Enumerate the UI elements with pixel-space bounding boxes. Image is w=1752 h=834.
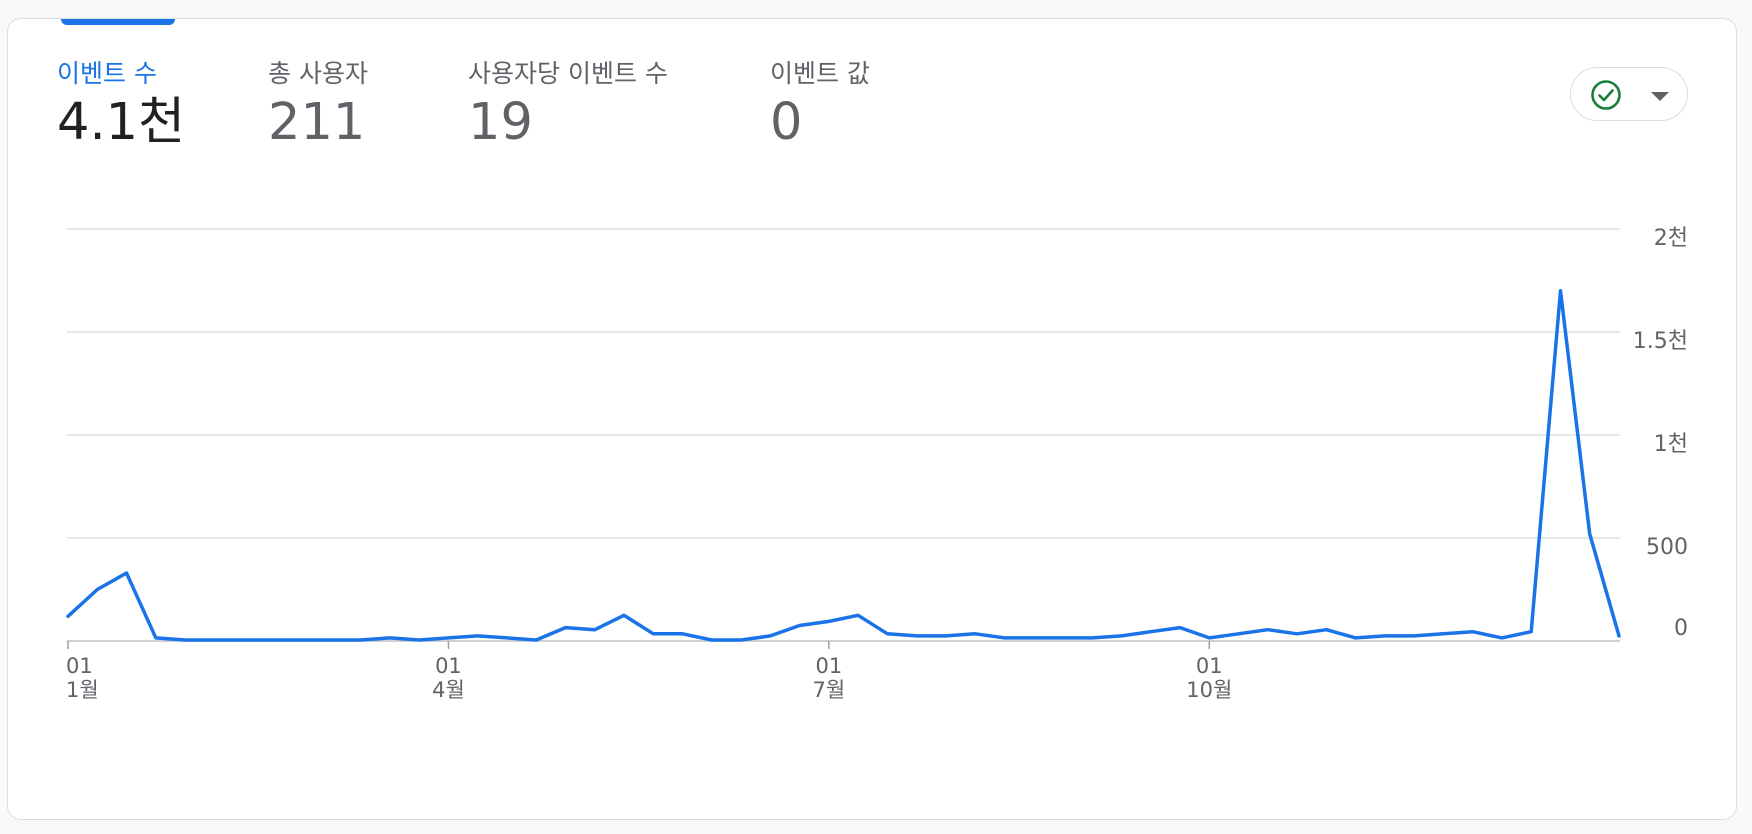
x-tick-month: 4월: [432, 678, 465, 702]
x-tick-day: 01: [1196, 654, 1223, 678]
y-tick-label: 0: [1674, 616, 1688, 641]
caret-down-icon: [1651, 92, 1669, 101]
metric-value-event-value: 0: [770, 93, 803, 152]
events-card: 이벤트 수 4.1천 총 사용자 211 사용자당 이벤트 수 19 이벤트 값…: [7, 18, 1737, 820]
metric-tab-event-count[interactable]: 이벤트 수 4.1천: [57, 59, 185, 151]
metric-label-events-per-user: 사용자당 이벤트 수: [468, 59, 668, 88]
x-tick-month: 1월: [66, 678, 99, 702]
x-tick-day: 01: [435, 654, 462, 678]
active-tab-indicator: [61, 19, 175, 25]
x-tick-month: 7월: [813, 678, 846, 702]
y-tick-label: 2천: [1654, 226, 1688, 251]
x-tick-day: 01: [66, 654, 93, 678]
y-tick-label: 1천: [1654, 432, 1688, 457]
series-line: [66, 289, 1621, 642]
metric-tab-total-users[interactable]: 총 사용자 211: [268, 59, 368, 151]
metric-label-total-users: 총 사용자: [268, 59, 368, 88]
metric-value-events-per-user: 19: [468, 93, 533, 152]
metric-value-event-count: 4.1천: [57, 93, 186, 152]
metric-tab-event-value[interactable]: 이벤트 값 0: [770, 59, 870, 151]
x-tick-month: 10월: [1186, 678, 1232, 702]
x-tick-day: 01: [816, 654, 843, 678]
metric-label-event-value: 이벤트 값: [770, 59, 870, 88]
metric-value-total-users: 211: [268, 93, 366, 152]
check-circle-icon: [1591, 80, 1621, 110]
metric-label-event-count: 이벤트 수: [57, 59, 157, 88]
status-dropdown-button[interactable]: [1570, 67, 1688, 121]
metric-tab-events-per-user[interactable]: 사용자당 이벤트 수 19: [468, 59, 668, 151]
y-tick-label: 1.5천: [1633, 329, 1688, 354]
y-tick-label: 500: [1646, 535, 1688, 560]
